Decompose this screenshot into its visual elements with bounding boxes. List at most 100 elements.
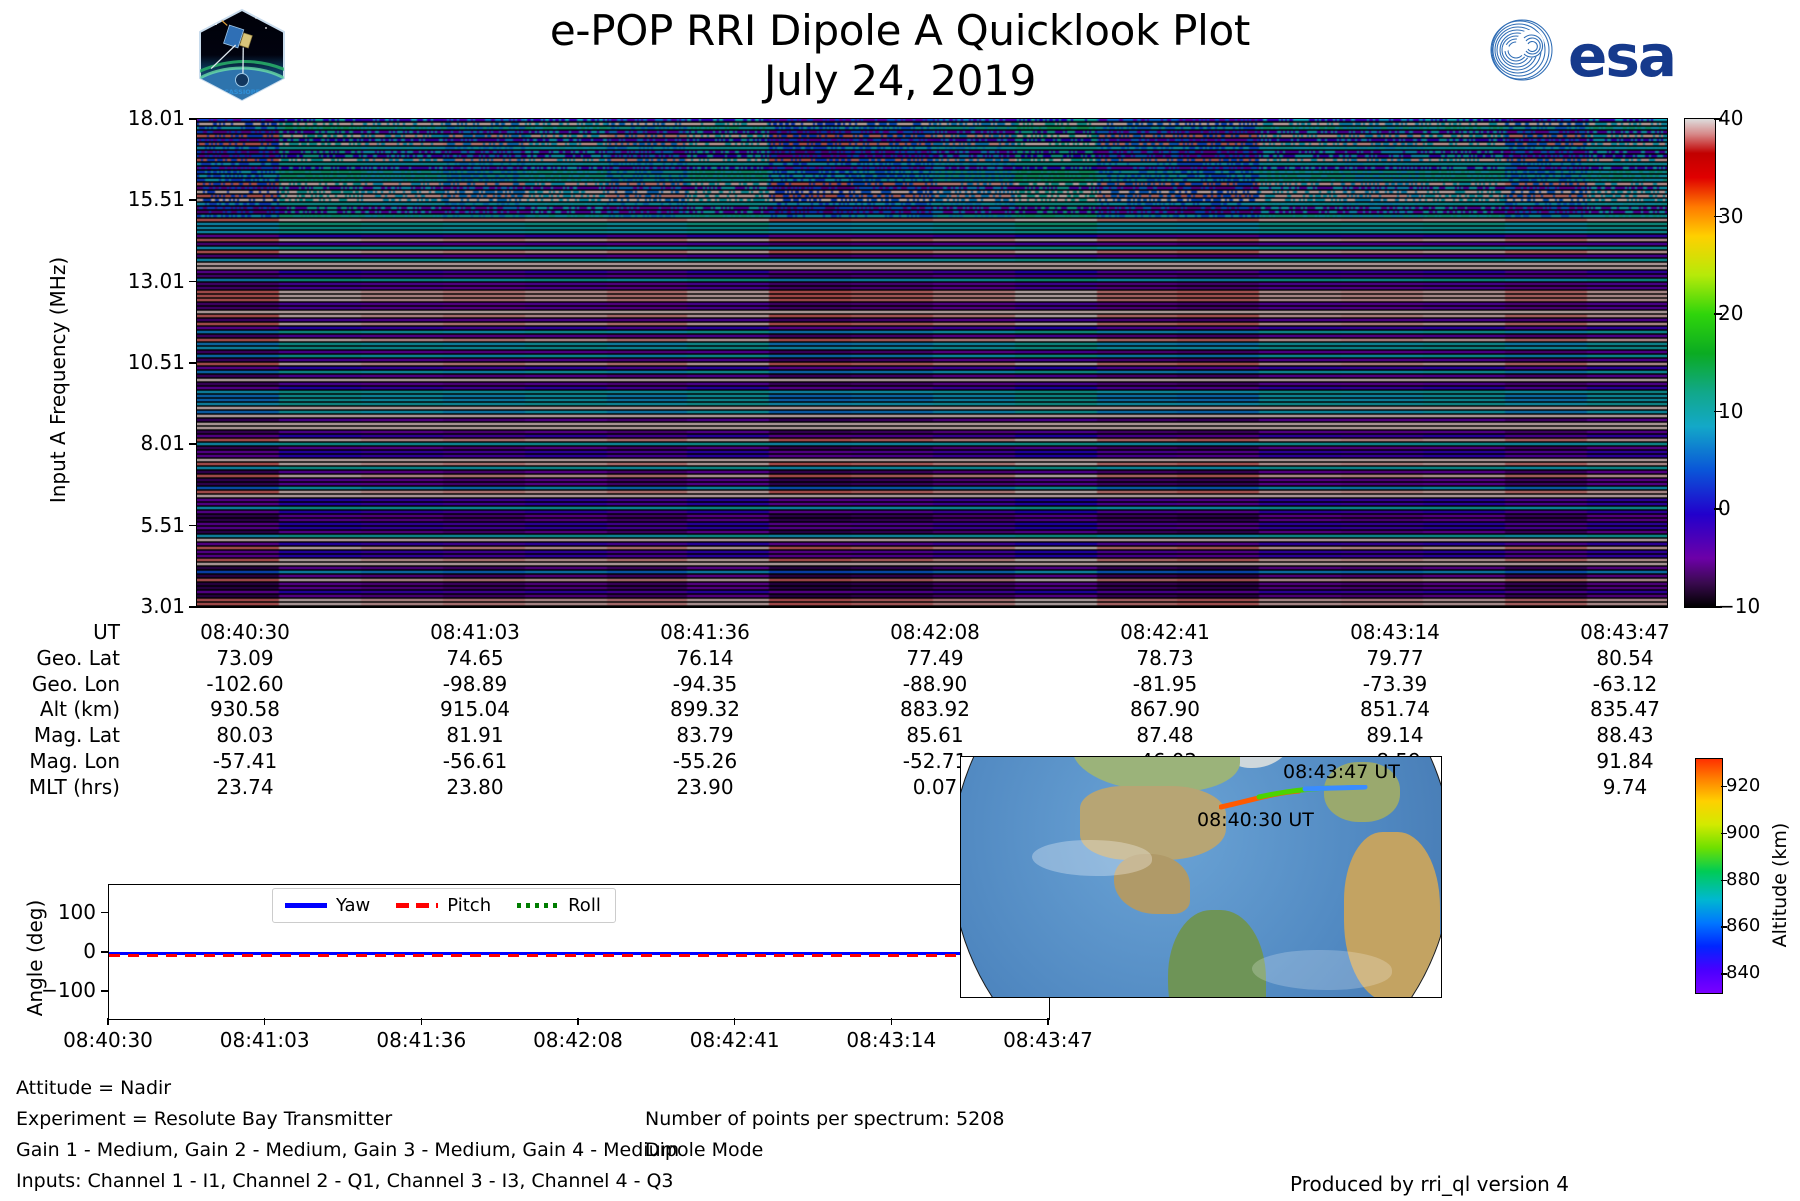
- table-row-label: Geo. Lon: [31, 671, 120, 696]
- table-cell: 9.74: [1602, 774, 1648, 799]
- colorbar-tick-label: 40: [1718, 106, 1744, 130]
- colorbar-tick-label: 0: [1718, 496, 1731, 521]
- table-cell: -56.61: [442, 748, 508, 773]
- table-cell: 80.54: [1596, 645, 1654, 670]
- colorbar-tick-label: 30: [1718, 203, 1744, 228]
- colorbar-tick-mark: [1714, 313, 1722, 315]
- footer-attitude: Attitude = Nadir: [16, 1077, 172, 1099]
- page-title: e-POP RRI Dipole A Quicklook Plot July 2…: [430, 6, 1370, 105]
- legend-swatch: [285, 903, 327, 908]
- table-cell: 23.74: [216, 774, 274, 799]
- table-cell: 08:41:36: [660, 620, 750, 644]
- footer-left-block: Attitude = Nadir Experiment = Resolute B…: [16, 1077, 679, 1201]
- colorbar-tick-mark: [1714, 606, 1722, 608]
- attitude-y-tick-mark: [101, 911, 108, 914]
- spectrogram-y-tick-label: 5.51: [140, 512, 185, 537]
- map-colorbar-tick-label: 860: [1726, 915, 1761, 937]
- attitude-x-tick-mark: [107, 1018, 109, 1025]
- table-cell: -73.39: [1362, 671, 1428, 696]
- legend-entry-yaw: Yaw: [285, 895, 370, 916]
- spectrogram-y-tick-label: 13.01: [127, 268, 185, 293]
- cassiope-mission-patch: CASSIOPE: [196, 8, 288, 102]
- spectrogram-y-tick-label: 3.01: [140, 594, 185, 618]
- table-cell: 08:42:08: [890, 620, 980, 644]
- spectrogram-y-tick-mark: [189, 524, 197, 527]
- table-cell: 83.79: [676, 723, 734, 748]
- table-row-label: Mag. Lat: [33, 723, 120, 748]
- attitude-x-tick-mark: [1047, 1018, 1049, 1025]
- globe-graphic: [961, 757, 1441, 997]
- table-cell: 915.04: [440, 697, 510, 722]
- attitude-x-tick-label: 08:41:03: [219, 1028, 310, 1052]
- table-cell: 899.32: [670, 697, 740, 722]
- table-cell: 77.49: [906, 645, 964, 670]
- map-colorbar-tick-label: 900: [1726, 821, 1761, 843]
- map-axes[interactable]: 08:40:30 UT 08:43:47 UT: [960, 756, 1442, 998]
- attitude-series-pitch: [109, 953, 1049, 958]
- spectrogram-y-tick-mark: [189, 199, 197, 201]
- colorbar-tick-mark: [1714, 410, 1722, 413]
- table-cell: 89.14: [1366, 723, 1424, 748]
- table-cell: 0.07: [912, 774, 958, 799]
- orbit-parameter-table-body: UT 08:40:30 08:41:03 08:41:36 08:42:08 08:42:…: [0, 620, 1740, 801]
- table-cell: 91.84: [1596, 748, 1654, 773]
- attitude-x-tick-label: 08:41:36: [376, 1028, 467, 1052]
- colorbar-tick-label: 10: [1718, 398, 1744, 423]
- footer-experiment: Experiment = Resolute Bay Transmitter: [16, 1108, 393, 1130]
- table-cell: 08:41:03: [430, 620, 520, 644]
- map-colorbar-tick-label: 840: [1726, 962, 1761, 984]
- table-cell: 73.09: [216, 645, 274, 670]
- table-row: Geo. Lat 73.09 74.65 76.14 77.49 78.73 79.77 80…: [0, 646, 1740, 672]
- table-cell: 81.91: [446, 723, 504, 748]
- attitude-plot-panel: Angle (deg) Yaw Pitch Roll 100 0 −100 08:40:…: [0, 876, 1093, 1052]
- map-colorbar-tick-label: 920: [1726, 775, 1761, 797]
- attitude-y-tick-label: −100: [41, 978, 96, 1003]
- spectrogram-y-axis-label: Input A Frequency (MHz): [46, 256, 70, 504]
- spectrogram-y-tick-label: 15.51: [127, 187, 185, 212]
- colorbar-tick-mark: [1714, 118, 1722, 120]
- table-cell: 80.03: [216, 723, 274, 748]
- legend-swatch: [396, 903, 439, 908]
- satellite-ground-track: [1219, 785, 1368, 810]
- colorbar-tick-label: −10: [1718, 594, 1761, 618]
- table-cell: 79.77: [1366, 645, 1424, 670]
- table-cell: -94.35: [672, 671, 738, 696]
- orbit-parameter-table: UT 08:40:30 08:41:03 08:41:36 08:42:08 08:42:…: [0, 620, 1800, 801]
- table-cell: 85.61: [906, 723, 964, 748]
- table-cell: -102.60: [206, 671, 284, 696]
- spectrogram-y-tick-mark: [189, 362, 197, 364]
- table-row: UT 08:40:30 08:41:03 08:41:36 08:42:08 08:42:…: [0, 620, 1740, 646]
- esa-wordmark: esa: [1568, 22, 1677, 90]
- map-colorbar-tick-mark: [1721, 786, 1727, 788]
- attitude-x-tick-mark: [577, 1018, 579, 1025]
- spectrogram-panel: Input A Frequency (MHz) 18.01 15.51 13.01 1…: [0, 106, 1800, 620]
- footer-inputs: Inputs: Channel 1 - I1, Channel 2 - Q1, …: [16, 1170, 674, 1192]
- legend-label: Pitch: [447, 895, 492, 916]
- attitude-x-tick-mark: [733, 1018, 736, 1025]
- table-cell: 76.14: [676, 645, 734, 670]
- table-cell: 74.65: [446, 645, 504, 670]
- spectrogram-y-tick-mark: [189, 118, 197, 120]
- table-cell: -57.41: [212, 748, 278, 773]
- ground-track-map-panel: 08:40:30 UT 08:43:47 UT 920 900 880 860 840 …: [960, 756, 1800, 1002]
- attitude-y-tick-label: 0: [83, 939, 96, 963]
- spectrogram-y-tick-mark: [189, 606, 197, 608]
- footer-mode: Dipole Mode: [645, 1139, 764, 1161]
- table-cell: -63.12: [1592, 671, 1658, 696]
- esa-logo: esa: [1484, 14, 1710, 90]
- footer-produced-by: Produced by rri_ql version 4: [1290, 1172, 1569, 1196]
- attitude-y-tick-label: 100: [57, 899, 96, 924]
- table-cell: 835.47: [1590, 697, 1660, 722]
- table-cell: 88.43: [1596, 723, 1654, 748]
- attitude-x-tick-label: 08:42:08: [533, 1028, 623, 1052]
- footer-gains: Gain 1 - Medium, Gain 2 - Medium, Gain 3…: [16, 1139, 680, 1161]
- map-start-annotation: 08:40:30 UT: [1197, 809, 1314, 831]
- legend-entry-roll: Roll: [517, 895, 601, 916]
- table-cell: 851.74: [1360, 697, 1430, 722]
- map-colorbar-tick-mark: [1721, 973, 1727, 975]
- table-cell: -55.26: [672, 748, 738, 773]
- table-cell: 78.73: [1136, 645, 1194, 670]
- colorbar-tick-mark: [1714, 215, 1722, 218]
- colorbar-tick-mark: [1714, 508, 1722, 510]
- legend-swatch: [517, 903, 560, 908]
